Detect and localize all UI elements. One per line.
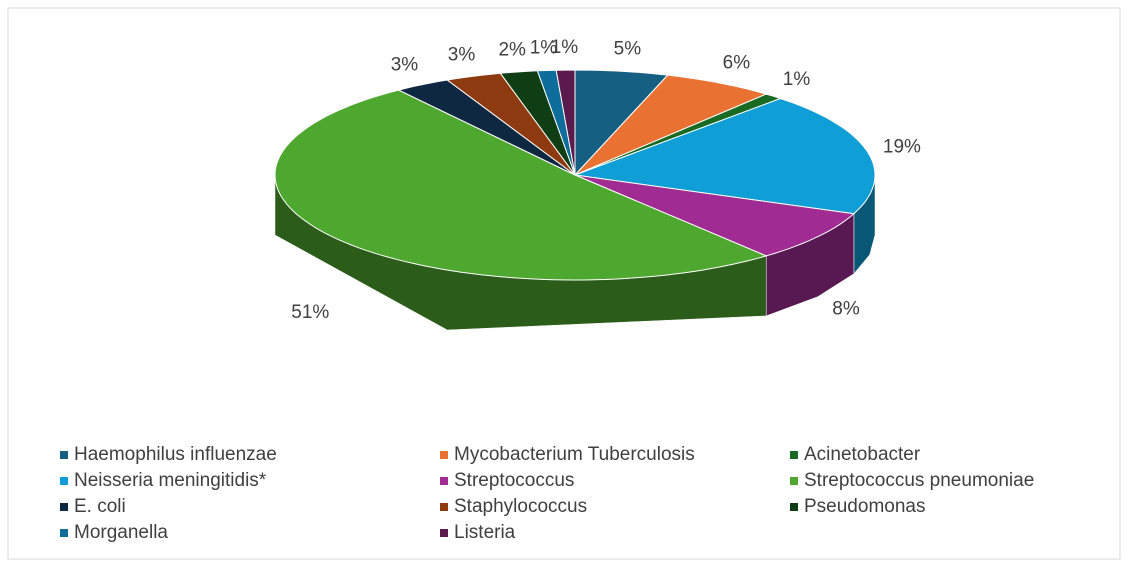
legend-swatch: [790, 503, 798, 511]
legend-label: Neisseria meningitidis*: [74, 470, 267, 491]
slice: [574, 97, 876, 215]
data-label: 1%: [551, 37, 579, 58]
data-label: 3%: [448, 45, 476, 66]
legend-label: Streptococcus: [454, 470, 574, 491]
legend-label: Morganella: [74, 522, 168, 543]
data-label: 2%: [498, 39, 526, 60]
data-label: 3%: [391, 55, 419, 76]
legend-swatch: [60, 477, 68, 485]
legend-swatch: [440, 477, 448, 485]
data-label: 6%: [723, 53, 751, 74]
slice: [274, 89, 768, 281]
slice: [574, 174, 856, 257]
legend-swatch: [790, 451, 798, 459]
data-label: 1%: [783, 69, 811, 90]
legend-label: Haemophilus influenzae: [74, 444, 277, 465]
pie: 5%6%1%19%8%51%3% 3% 2% 1%1%: [274, 37, 921, 331]
legend-swatch: [60, 503, 68, 511]
slice: [574, 69, 669, 177]
slice: [574, 74, 768, 176]
legend-swatch: [790, 477, 798, 485]
legend-label: Mycobacterium Tuberculosis: [454, 444, 695, 465]
legend-swatch: [60, 529, 68, 537]
data-label: 1%: [530, 38, 558, 59]
legend-swatch: [440, 503, 448, 511]
legend-label: E. coli: [74, 496, 126, 517]
legend-label: Pseudomonas: [804, 496, 925, 517]
legend-swatch: [60, 451, 68, 459]
legend-swatch: [440, 451, 448, 459]
data-label: 5%: [614, 39, 642, 60]
data-label: 8%: [832, 299, 860, 320]
legend-label: Streptococcus pneumoniae: [804, 470, 1034, 491]
legend-swatch: [440, 529, 448, 537]
slice: [446, 72, 576, 176]
legend-label: Acinetobacter: [804, 444, 921, 465]
slice: [555, 69, 576, 176]
legend: Haemophilus influenzae Mycobacterium Tube…: [60, 444, 1034, 543]
legend-label: Listeria: [454, 522, 516, 543]
data-label: 51%: [291, 302, 329, 323]
slice: [397, 79, 576, 176]
legend-label: Staphylococcus: [454, 496, 587, 517]
data-label: 19%: [883, 136, 921, 157]
